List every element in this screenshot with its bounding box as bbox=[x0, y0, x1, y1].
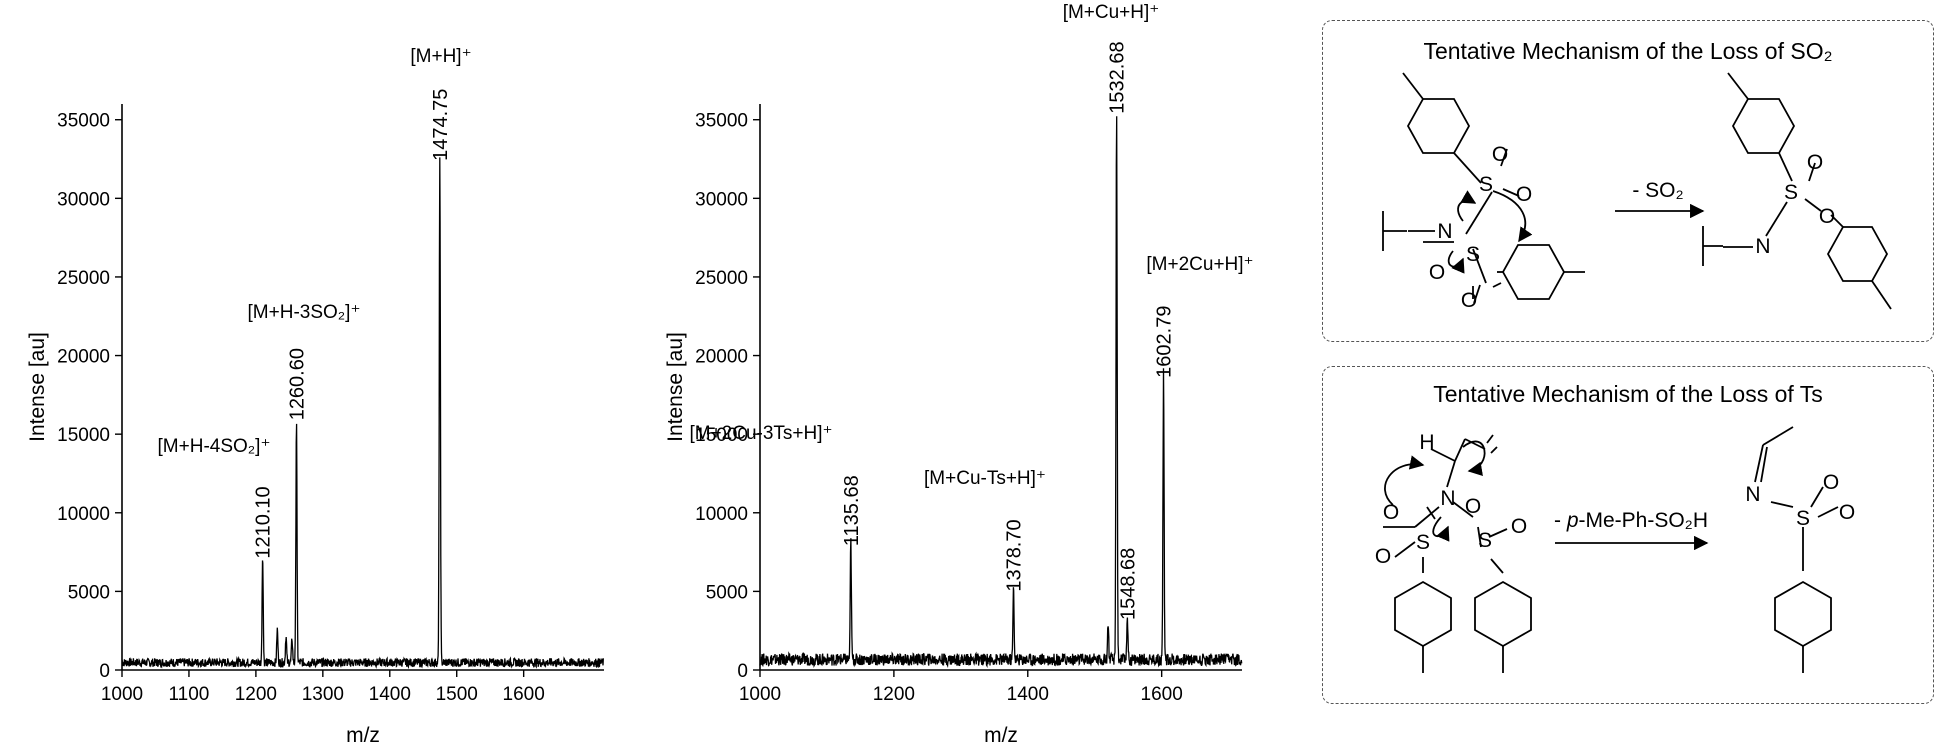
y-tick-label: 15000 bbox=[695, 425, 748, 446]
nitrogen-atom-label: N bbox=[1440, 487, 1455, 510]
so2-mechanism-title: Tentative Mechanism of the Loss of SO₂ bbox=[1423, 38, 1833, 64]
oxygen-atom-label: O bbox=[1429, 261, 1445, 284]
x-tick-label: 1400 bbox=[369, 684, 411, 705]
y-tick-label: 30000 bbox=[695, 189, 748, 210]
x-tick-label: 1600 bbox=[1141, 684, 1183, 705]
ion-annotation: [M+Cu+H]⁺ bbox=[1063, 2, 1160, 23]
y-tick-label: 35000 bbox=[57, 111, 110, 132]
y-tick-label: 20000 bbox=[695, 347, 748, 368]
oxygen-atom-label: O bbox=[1492, 143, 1508, 166]
peak-value-label: 1378.70 bbox=[1004, 519, 1026, 591]
x-tick-label: 1200 bbox=[235, 684, 277, 705]
oxygen-atom-label: O bbox=[1511, 515, 1527, 538]
oxygen-atom-label: O bbox=[1819, 205, 1835, 228]
oxygen-atom-label: O bbox=[1807, 151, 1823, 174]
y-tick-label: 15000 bbox=[57, 425, 110, 446]
hydrogen-atom-label: H bbox=[1419, 431, 1434, 454]
y-tick-label: 25000 bbox=[695, 268, 748, 289]
x-tick-label: 1600 bbox=[503, 684, 545, 705]
y-tick-label: 25000 bbox=[57, 268, 110, 289]
oxygen-atom-label: O bbox=[1839, 501, 1855, 524]
sulfur-atom-label: S bbox=[1466, 243, 1480, 266]
x-tick-label: 1100 bbox=[169, 684, 210, 705]
sulfur-atom-label: S bbox=[1784, 181, 1798, 204]
reagent-label-so2: - SO₂ bbox=[1632, 179, 1683, 202]
so2-mechanism-panel: Tentative Mechanism of the Loss of SO₂ bbox=[1322, 20, 1934, 342]
so2-mechanism-scheme: S O O N S O O S O O N - SO₂ bbox=[1382, 72, 1892, 312]
y-tick-label: 10000 bbox=[57, 504, 110, 525]
oxygen-atom-label: O bbox=[1375, 545, 1391, 568]
oxygen-atom-label: O bbox=[1465, 495, 1481, 518]
spectrum-trace bbox=[759, 116, 1243, 669]
sulfur-atom-label: S bbox=[1479, 173, 1493, 196]
x-axis-label: m/z bbox=[984, 724, 1018, 747]
x-axis-label: m/z bbox=[346, 724, 380, 747]
x-tick-label: 1200 bbox=[873, 684, 915, 705]
ion-annotation: [M+H-4SO₂]⁺ bbox=[158, 436, 271, 457]
reagent-label-ts: - p-Me-Ph-SO₂H bbox=[1554, 509, 1708, 532]
peak-value-label: 1548.68 bbox=[1117, 548, 1139, 620]
y-tick-label: 0 bbox=[737, 661, 748, 682]
y-tick-label: 0 bbox=[99, 661, 110, 682]
ion-annotation: [M+H-3SO₂]⁺ bbox=[248, 302, 361, 323]
ion-annotation: [M+Cu-Ts+H]⁺ bbox=[924, 468, 1046, 489]
ts-mechanism-panel: Tentative Mechanism of the Loss of Ts bbox=[1322, 366, 1934, 704]
peak-value-label: 1135.68 bbox=[841, 475, 863, 546]
ion-annotation: [M+H]⁺ bbox=[410, 46, 471, 67]
x-tick-label: 1000 bbox=[739, 684, 781, 705]
oxygen-atom-label: O bbox=[1383, 501, 1399, 524]
y-axis-label: Intense [au] bbox=[664, 332, 687, 442]
x-tick-label: 1000 bbox=[101, 684, 143, 705]
y-tick-label: 5000 bbox=[706, 582, 748, 603]
sulfur-atom-label: S bbox=[1478, 529, 1492, 552]
sulfur-atom-label: S bbox=[1416, 531, 1430, 554]
oxygen-atom-label: O bbox=[1461, 289, 1477, 312]
peak-value-label: 1210.10 bbox=[253, 486, 275, 558]
y-tick-label: 20000 bbox=[57, 347, 110, 368]
x-tick-label: 1400 bbox=[1007, 684, 1049, 705]
peak-value-label: 1260.60 bbox=[286, 348, 308, 420]
peak-value-label: 1474.75 bbox=[430, 89, 452, 161]
x-tick-label: 1500 bbox=[436, 684, 478, 705]
oxygen-atom-label: O bbox=[1516, 183, 1532, 206]
ion-annotation: [M+2Cu+H]⁺ bbox=[1146, 254, 1253, 275]
peak-value-label: 1602.79 bbox=[1154, 306, 1176, 378]
ts-mechanism-scheme: H O N S O S O O N S O O - p-Me-Ph-SO₂H bbox=[1375, 426, 1855, 673]
y-tick-label: 10000 bbox=[695, 504, 748, 525]
y-tick-label: 30000 bbox=[57, 189, 110, 210]
y-axis-label: Intense [au] bbox=[26, 332, 49, 442]
nitrogen-atom-label: N bbox=[1437, 220, 1452, 243]
y-tick-label: 5000 bbox=[68, 582, 110, 603]
ion-annotation: [M+2Cu-3Ts+H]⁺ bbox=[689, 423, 832, 444]
x-tick-label: 1300 bbox=[302, 684, 344, 705]
mass-spectrum-chart-left: 0 5000 10000 15000 20000 25000 30000 35000 1000 1… bbox=[26, 46, 605, 747]
mass-spectrum-chart-right: 0 5000 10000 15000 20000 25000 30000 35000 1000 1… bbox=[664, 2, 1254, 747]
ts-mechanism-title: Tentative Mechanism of the Loss of Ts bbox=[1433, 381, 1823, 407]
sulfur-atom-label: S bbox=[1796, 507, 1810, 530]
nitrogen-atom-label: N bbox=[1755, 235, 1770, 258]
peak-value-label: 1532.68 bbox=[1107, 41, 1129, 113]
oxygen-atom-label: O bbox=[1823, 471, 1839, 494]
nitrogen-atom-label: N bbox=[1745, 483, 1760, 506]
spectrum-trace bbox=[121, 157, 605, 670]
y-tick-label: 35000 bbox=[695, 111, 748, 132]
